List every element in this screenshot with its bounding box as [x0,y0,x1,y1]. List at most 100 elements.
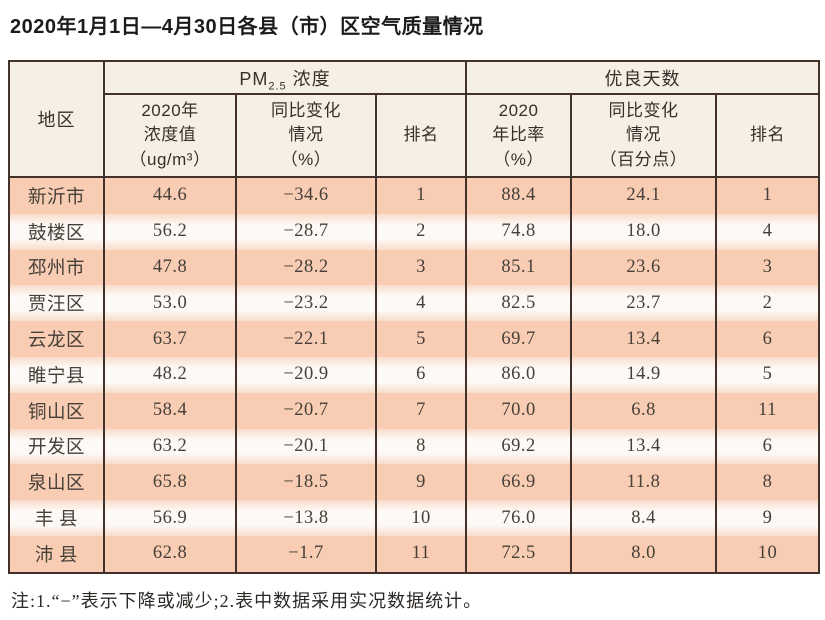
cell-good-rate: 88.4 [465,177,573,214]
cell-region: 云龙区 [8,321,105,357]
cell-good-rate: 69.2 [465,428,573,465]
cell-good-change: 23.7 [570,285,718,322]
cell-good-change: 23.6 [570,249,718,286]
cell-region: 贾汪区 [8,285,105,322]
header-sub-row: 2020年 浓度值 （ug/m³） 同比变化 情况 （%） 排名 2020 年比… [9,93,821,178]
cell-good-rate: 76.0 [465,500,573,536]
table-row: 云龙区 63.7 −22.1 5 69.7 13.4 6 [8,321,821,357]
cell-good-change: 8.0 [570,535,718,573]
cell-region: 新沂市 [8,177,105,214]
table-body: 新沂市 44.6 −34.6 1 88.4 24.1 1 鼓楼区 56.2 −28.7 2 74.8 1… [8,177,821,573]
cell-good-change: 24.1 [570,177,718,214]
cell-pm25-change: −20.7 [235,392,377,429]
subheader-pm25-2020-value: 2020年 浓度值 （ug/m³） [103,93,237,178]
header-pm25-group: PM2.5 浓度 [102,60,468,95]
cell-pm25-rank: 9 [374,464,468,501]
cell-pm25-change: −1.7 [235,535,377,573]
cell-region: 铜山区 [8,392,105,429]
cell-region: 丰 县 [8,500,105,536]
cell-region: 泉山区 [8,464,105,501]
cell-pm25-value: 56.2 [103,213,237,250]
cell-pm25-change: −20.1 [235,428,377,465]
cell-good-rank: 4 [715,213,821,250]
header-pm25-suffix: 浓度 [286,68,331,89]
header-pm25-subscript: 2.5 [268,80,287,93]
cell-good-change: 6.8 [570,392,718,429]
header-region: 地区 [8,60,105,178]
table-row: 新沂市 44.6 −34.6 1 88.4 24.1 1 [8,177,821,214]
cell-pm25-rank: 11 [374,535,468,573]
cell-pm25-rank: 1 [374,177,468,214]
cell-pm25-rank: 10 [374,500,468,536]
header-group-row: 地区 PM2.5 浓度 优良天数 [8,60,821,178]
cell-pm25-rank: 7 [374,392,468,429]
cell-good-rank: 1 [715,177,821,214]
cell-pm25-change: −18.5 [235,464,377,501]
cell-pm25-value: 44.6 [103,177,237,214]
cell-pm25-rank: 5 [374,321,468,357]
table-row: 沛 县 62.8 −1.7 11 72.5 8.0 10 [8,535,821,573]
cell-region: 邳州市 [8,249,105,286]
cell-good-rank: 11 [715,392,821,429]
cell-good-rate: 74.8 [465,213,573,250]
cell-pm25-change: −22.1 [235,321,377,357]
cell-good-rank: 10 [715,535,821,573]
cell-good-change: 18.0 [570,213,718,250]
cell-pm25-value: 56.9 [103,500,237,536]
cell-good-rank: 9 [715,500,821,536]
table-row: 贾汪区 53.0 −23.2 4 82.5 23.7 2 [8,285,821,322]
subheader-pm25-yoy-change: 同比变化 情况 （%） [235,93,377,178]
cell-good-rank: 8 [715,464,821,501]
cell-good-rate: 69.7 [465,321,573,357]
cell-pm25-change: −34.6 [235,177,377,214]
cell-good-rank: 3 [715,249,821,286]
cell-pm25-rank: 8 [374,428,468,465]
cell-pm25-change: −20.9 [235,356,377,393]
cell-pm25-rank: 3 [374,249,468,286]
cell-pm25-value: 65.8 [103,464,237,501]
cell-pm25-rank: 6 [374,356,468,393]
cell-pm25-value: 63.2 [103,428,237,465]
table-row: 铜山区 58.4 −20.7 7 70.0 6.8 11 [8,392,821,429]
cell-good-rate: 70.0 [465,392,573,429]
table-row: 开发区 63.2 −20.1 8 69.2 13.4 6 [8,428,821,465]
cell-pm25-change: −28.2 [235,249,377,286]
table-row: 睢宁县 48.2 −20.9 6 86.0 14.9 5 [8,356,821,393]
cell-good-rate: 85.1 [465,249,573,286]
cell-pm25-rank: 2 [374,213,468,250]
cell-pm25-change: −23.2 [235,285,377,322]
cell-good-change: 14.9 [570,356,718,393]
air-quality-table: 地区 PM2.5 浓度 优良天数 2020年 浓度值 （ug/m³） 同比变化 … [8,60,821,574]
cell-pm25-change: −28.7 [235,213,377,250]
cell-pm25-change: −13.8 [235,500,377,536]
header-pm25-prefix: PM [239,68,269,89]
cell-pm25-rank: 4 [374,285,468,322]
cell-good-rate: 72.5 [465,535,573,573]
table-row: 泉山区 65.8 −18.5 9 66.9 11.8 8 [8,464,821,501]
table-row: 丰 县 56.9 −13.8 10 76.0 8.4 9 [8,500,821,536]
cell-good-rank: 6 [715,428,821,465]
cell-pm25-value: 62.8 [103,535,237,573]
cell-pm25-value: 47.8 [103,249,237,286]
table-row: 鼓楼区 56.2 −28.7 2 74.8 18.0 4 [8,213,821,250]
cell-good-rank: 2 [715,285,821,322]
cell-pm25-value: 53.0 [103,285,237,322]
subheader-pm25-rank: 排名 [374,93,468,178]
cell-good-change: 13.4 [570,321,718,357]
cell-good-rank: 6 [715,321,821,357]
cell-region: 睢宁县 [8,356,105,393]
table-header: 地区 PM2.5 浓度 优良天数 2020年 浓度值 （ug/m³） 同比变化 … [8,60,821,178]
cell-pm25-value: 48.2 [103,356,237,393]
footnote: 注:1.“−”表示下降或减少;2.表中数据采用实况数据统计。 [11,590,483,611]
cell-good-change: 13.4 [570,428,718,465]
table-row: 邳州市 47.8 −28.2 3 85.1 23.6 3 [8,249,821,286]
cell-region: 鼓楼区 [8,213,105,250]
cell-good-rate: 86.0 [465,356,573,393]
subheader-good-days-2020-rate: 2020 年比率 （%） [465,93,573,178]
cell-good-change: 8.4 [570,500,718,536]
cell-good-rank: 5 [715,356,821,393]
cell-pm25-value: 58.4 [103,392,237,429]
cell-region: 沛 县 [8,535,105,573]
cell-good-change: 11.8 [570,464,718,501]
